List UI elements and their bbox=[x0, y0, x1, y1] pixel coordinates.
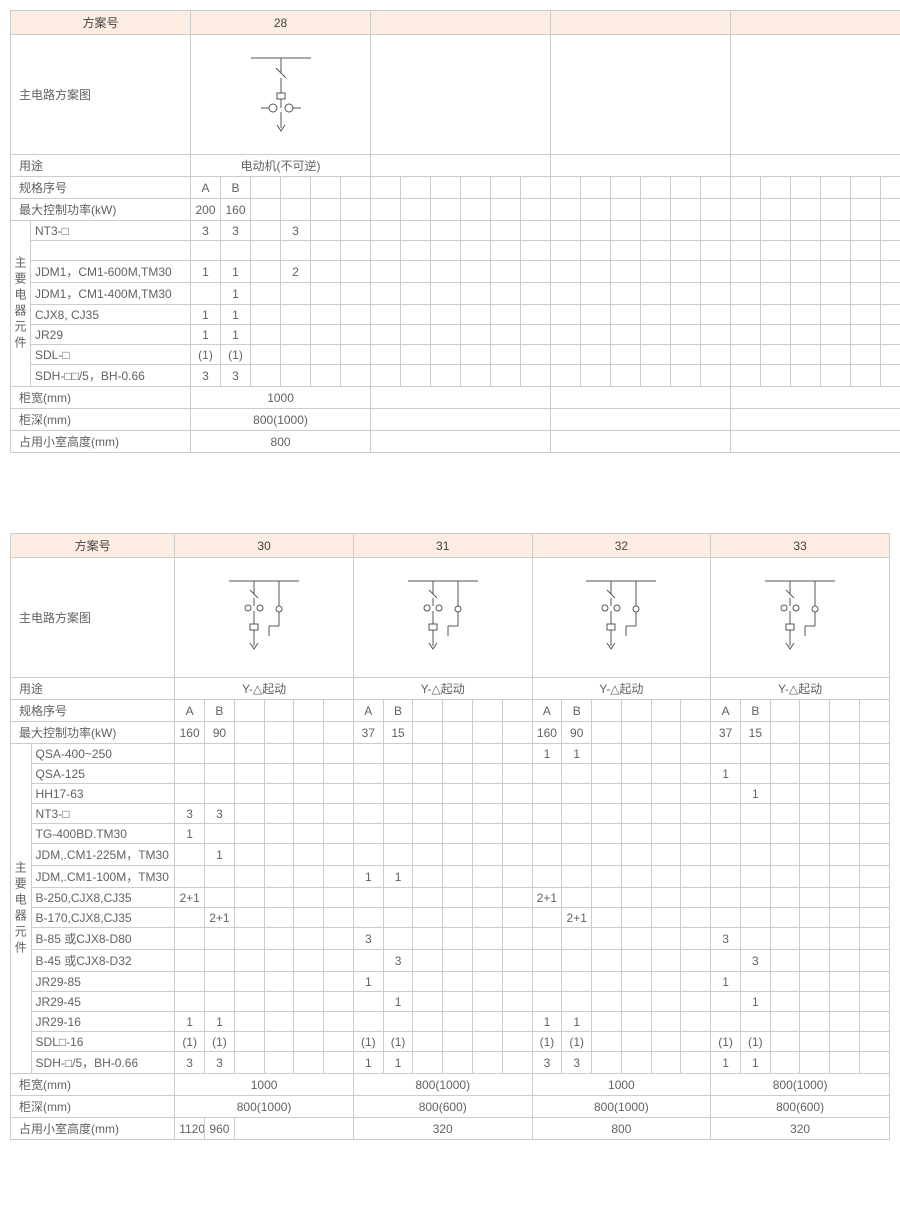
table-1: 方案号 28 主电路方案图 用途 电动机(不可逆) 规格序号 A B 最大控制功… bbox=[10, 10, 890, 453]
power-label: 最大控制功率(kW) bbox=[11, 199, 191, 221]
height-row-2: 占用小室高度(mm) 1120960 320 800 320 bbox=[11, 1118, 890, 1140]
component-name: JDM,.CM1-100M，TM30 bbox=[31, 866, 175, 888]
component-row: SDL-□(1)(1) bbox=[11, 345, 900, 365]
component-name: NT3-□ bbox=[31, 804, 175, 824]
diagram-30 bbox=[175, 558, 354, 678]
component-row: JDM1，CM1-600M,TM30112 bbox=[11, 261, 900, 283]
spec-table-1: 方案号 28 主电路方案图 用途 电动机(不可逆) 规格序号 A B 最大控制功… bbox=[10, 10, 900, 453]
component-row: QSA-1251 bbox=[11, 764, 890, 784]
component-name: QSA-400~250 bbox=[31, 744, 175, 764]
component-name: JDM,.CM1-225M，TM30 bbox=[31, 844, 175, 866]
component-name: NT3-□ bbox=[31, 221, 191, 241]
component-name: JDM1，CM1-600M,TM30 bbox=[31, 261, 191, 283]
component-name: SDH-□/5，BH-0.66 bbox=[31, 1052, 175, 1074]
component-name: JR29-85 bbox=[31, 972, 175, 992]
components-label: 主要电器元件 bbox=[11, 744, 32, 1074]
component-row: JDM1，CM1-400M,TM301 bbox=[11, 283, 900, 305]
component-row: JDM,.CM1-100M，TM3011 bbox=[11, 866, 890, 888]
component-row bbox=[11, 241, 900, 261]
component-row: B-45 或CJX8-D3233 bbox=[11, 950, 890, 972]
diagram-31 bbox=[353, 558, 532, 678]
spec-label: 规格序号 bbox=[11, 177, 191, 199]
depth-row-2: 柜深(mm) 800(1000) 800(600) 800(1000) 800(… bbox=[11, 1096, 890, 1118]
component-row: 主要电器元件QSA-400~25011 bbox=[11, 744, 890, 764]
component-row: SDH-□□/5，BH-0.6633 bbox=[11, 365, 900, 387]
usage-row-2: 用途 Y-△起动 Y-△起动 Y-△起动 Y-△起动 bbox=[11, 678, 890, 700]
component-name: JR29-45 bbox=[31, 992, 175, 1012]
component-name: JR29 bbox=[31, 325, 191, 345]
diagram-label: 主电路方案图 bbox=[11, 35, 191, 155]
component-name: SDL□-16 bbox=[31, 1032, 175, 1052]
diagram-28 bbox=[191, 35, 371, 155]
header-row-2: 方案号 30 31 32 33 bbox=[11, 534, 890, 558]
component-row: B-170,CJX8,CJ352+12+1 bbox=[11, 908, 890, 928]
spec-row: 规格序号 A B bbox=[11, 177, 900, 199]
component-name: SDH-□□/5，BH-0.66 bbox=[31, 365, 191, 387]
component-name: JDM1，CM1-400M,TM30 bbox=[31, 283, 191, 305]
component-name bbox=[31, 241, 191, 261]
component-name: B-250,CJX8,CJ35 bbox=[31, 888, 175, 908]
component-name: B-85 或CJX8-D80 bbox=[31, 928, 175, 950]
component-row: 主要电器元件NT3-□333 bbox=[11, 221, 900, 241]
usage-row: 用途 电动机(不可逆) bbox=[11, 155, 900, 177]
component-row: JR29-161111 bbox=[11, 1012, 890, 1032]
component-row: TG-400BD.TM301 bbox=[11, 824, 890, 844]
usage-28: 电动机(不可逆) bbox=[191, 155, 371, 177]
component-name: SDL-□ bbox=[31, 345, 191, 365]
diagram-33 bbox=[711, 558, 890, 678]
header-row: 方案号 28 bbox=[11, 11, 900, 35]
component-row: B-85 或CJX8-D8033 bbox=[11, 928, 890, 950]
usage-label: 用途 bbox=[11, 155, 191, 177]
component-row: JR29-8511 bbox=[11, 972, 890, 992]
diagram-32 bbox=[532, 558, 711, 678]
component-name: CJX8, CJ35 bbox=[31, 305, 191, 325]
component-name: JR29-16 bbox=[31, 1012, 175, 1032]
component-name: B-170,CJX8,CJ35 bbox=[31, 908, 175, 928]
height-row: 占用小室高度(mm) 800 bbox=[11, 431, 900, 453]
power-row-2: 最大控制功率(kW) 16090 3715 16090 3715 bbox=[11, 722, 890, 744]
spec-table-2: 方案号 30 31 32 33 主电路方案图 用途 Y-△起动 Y-△起动 Y-… bbox=[10, 533, 890, 1140]
component-name: HH17-63 bbox=[31, 784, 175, 804]
component-name: B-45 或CJX8-D32 bbox=[31, 950, 175, 972]
component-row: SDH-□/5，BH-0.6633113311 bbox=[11, 1052, 890, 1074]
component-row: HH17-631 bbox=[11, 784, 890, 804]
component-row: JDM,.CM1-225M，TM301 bbox=[11, 844, 890, 866]
depth-row: 柜深(mm) 800(1000) bbox=[11, 409, 900, 431]
diagram-row: 主电路方案图 bbox=[11, 35, 900, 155]
component-row: CJX8, CJ3511 bbox=[11, 305, 900, 325]
diagram-row-2: 主电路方案图 bbox=[11, 558, 890, 678]
component-row: SDL□-16(1)(1)(1)(1)(1)(1)(1)(1) bbox=[11, 1032, 890, 1052]
component-name: TG-400BD.TM30 bbox=[31, 824, 175, 844]
component-row: B-250,CJX8,CJ352+12+1 bbox=[11, 888, 890, 908]
scheme-label: 方案号 bbox=[11, 11, 191, 35]
table-2: 方案号 30 31 32 33 主电路方案图 用途 Y-△起动 Y-△起动 Y-… bbox=[10, 533, 890, 1140]
spec-row-2: 规格序号 AB AB AB AB bbox=[11, 700, 890, 722]
component-row: NT3-□33 bbox=[11, 804, 890, 824]
component-row: JR2911 bbox=[11, 325, 900, 345]
scheme-28: 28 bbox=[191, 11, 371, 35]
component-row: JR29-4511 bbox=[11, 992, 890, 1012]
components-label: 主要电器元件 bbox=[11, 221, 31, 387]
power-row: 最大控制功率(kW) 200 160 bbox=[11, 199, 900, 221]
component-name: QSA-125 bbox=[31, 764, 175, 784]
width-row: 柜宽(mm) 1000 bbox=[11, 387, 900, 409]
width-row-2: 柜宽(mm) 1000 800(1000) 1000 800(1000) bbox=[11, 1074, 890, 1096]
